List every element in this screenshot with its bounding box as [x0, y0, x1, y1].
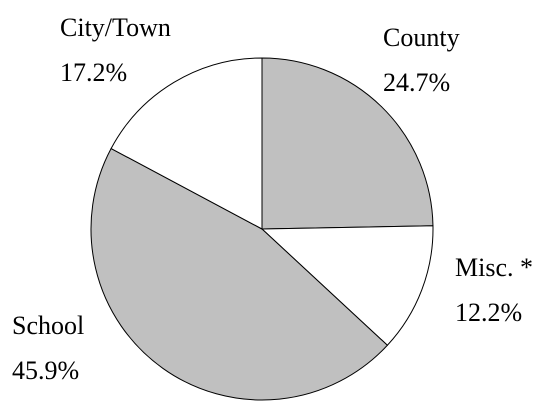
pie-slice — [90, 147, 389, 401]
slice-label: Misc. * — [455, 253, 533, 282]
pie-slice — [110, 57, 263, 230]
slice-label: County — [383, 23, 460, 52]
slice-value: 12.2% — [455, 298, 522, 327]
slice-value: 24.7% — [383, 68, 450, 97]
slice-value: 45.9% — [12, 356, 79, 385]
slice-label: School — [12, 311, 84, 340]
pie-slice — [261, 57, 434, 230]
slice-value: 17.2% — [60, 58, 127, 87]
pie-slice — [260, 225, 434, 346]
slice-label: City/Town — [60, 13, 171, 42]
